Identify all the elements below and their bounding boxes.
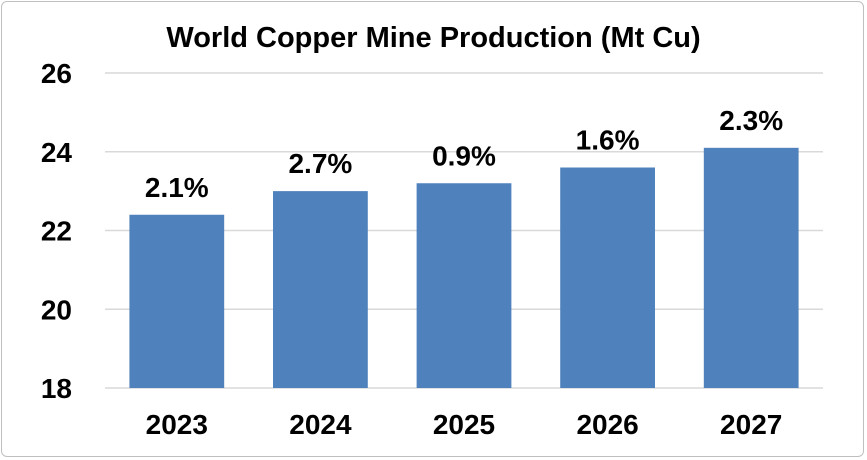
chart-title: World Copper Mine Production (Mt Cu) xyxy=(166,22,701,54)
y-tick-label: 20 xyxy=(41,294,72,325)
x-axis-ticks: 2023 2024 2025 2026 2027 xyxy=(146,409,783,440)
y-tick-label: 22 xyxy=(41,216,72,247)
y-tick-label: 24 xyxy=(41,137,73,168)
data-label: 2.7% xyxy=(288,148,352,179)
data-label: 2.1% xyxy=(145,172,209,203)
y-tick-label: 26 xyxy=(41,58,72,89)
x-tick-label: 2023 xyxy=(146,409,208,440)
bar-2024 xyxy=(273,191,368,388)
data-label: 2.3% xyxy=(719,105,783,136)
x-tick-label: 2027 xyxy=(720,409,782,440)
bar-2023 xyxy=(129,214,225,388)
x-tick-label: 2026 xyxy=(576,409,638,440)
bars xyxy=(129,147,799,388)
x-tick-label: 2025 xyxy=(433,409,495,440)
bar-2025 xyxy=(416,183,512,388)
data-label: 0.9% xyxy=(432,140,496,171)
y-tick-label: 18 xyxy=(41,373,72,404)
x-tick-label: 2024 xyxy=(289,409,352,440)
data-label: 1.6% xyxy=(576,125,640,156)
data-labels: 2.1% 2.7% 0.9% 1.6% 2.3% xyxy=(145,105,783,203)
y-axis-ticks: 18 20 22 24 26 xyxy=(41,58,73,404)
bar-2027 xyxy=(703,147,799,388)
bar-2026 xyxy=(560,167,655,388)
